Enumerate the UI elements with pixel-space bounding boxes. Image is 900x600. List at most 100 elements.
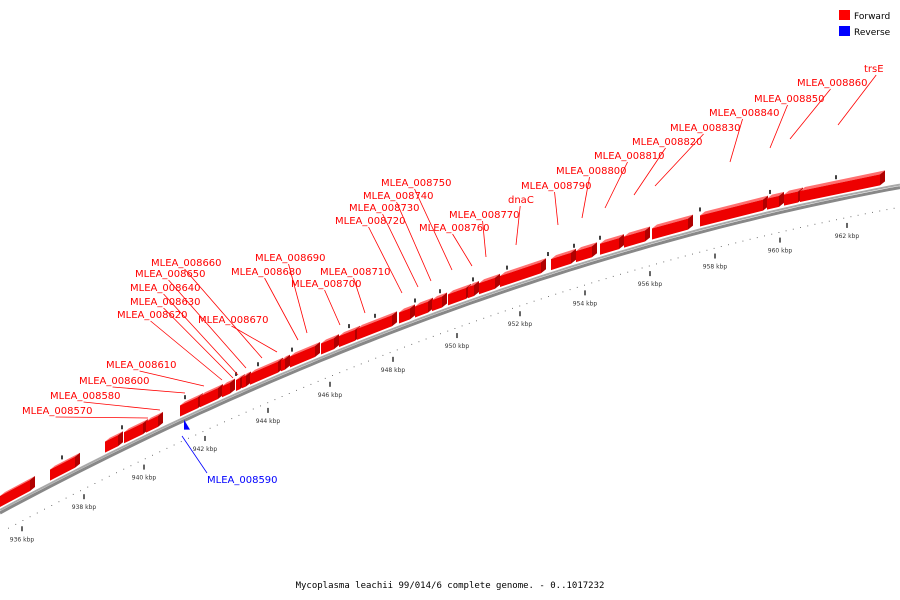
minor-scale-dot xyxy=(188,437,189,439)
gene-leader-line xyxy=(184,268,263,359)
feature-block[interactable] xyxy=(357,311,397,340)
gene-label[interactable]: MLEA_008740 xyxy=(363,191,434,202)
gene-leader-line xyxy=(633,147,666,196)
gene-label[interactable]: MLEA_008700 xyxy=(291,279,362,290)
gene-label[interactable]: MLEA_008600 xyxy=(79,376,150,387)
feature-block[interactable] xyxy=(432,292,447,312)
minor-scale-dot xyxy=(382,354,384,356)
gene-label[interactable]: MLEA_008830 xyxy=(670,123,741,134)
block-top xyxy=(479,273,500,284)
feature-block[interactable] xyxy=(146,411,163,433)
gene-label[interactable]: MLEA_008610 xyxy=(106,360,177,371)
gene-label[interactable]: MLEA_008580 xyxy=(50,391,121,402)
minor-scale-dot xyxy=(144,458,146,460)
feature-block[interactable] xyxy=(290,341,320,368)
gene-label[interactable]: MLEA_008840 xyxy=(709,108,780,119)
feature-block[interactable] xyxy=(600,234,624,255)
gene-label[interactable]: MLEA_008640 xyxy=(130,283,201,294)
feature-block[interactable] xyxy=(800,170,885,203)
feature-block[interactable] xyxy=(700,195,768,227)
feature-block[interactable] xyxy=(468,281,479,299)
gene-label[interactable]: MLEA_008730 xyxy=(349,203,420,214)
gene-label[interactable]: MLEA_008750 xyxy=(381,178,452,189)
block-top xyxy=(399,304,415,313)
block-face xyxy=(236,378,240,391)
feature-block[interactable] xyxy=(200,384,223,408)
reverse-feature-arrow[interactable] xyxy=(184,419,190,430)
gene-label[interactable]: MLEA_008770 xyxy=(449,210,520,221)
feature-block[interactable] xyxy=(624,226,650,248)
feature-block[interactable] xyxy=(50,452,80,481)
genome-backbone xyxy=(0,183,900,515)
gene-label[interactable]: trsE xyxy=(864,64,884,75)
minor-scale-dot xyxy=(51,505,53,506)
block-face xyxy=(551,252,571,271)
gene-label[interactable]: MLEA_008760 xyxy=(419,223,490,234)
gene-label[interactable]: MLEA_008630 xyxy=(130,297,201,308)
gene-label[interactable]: MLEA_008820 xyxy=(632,137,703,148)
minor-scale-dot xyxy=(15,523,17,525)
feature-block[interactable] xyxy=(321,334,339,355)
gene-label[interactable]: MLEA_008710 xyxy=(320,267,391,278)
gene-label[interactable]: MLEA_008690 xyxy=(255,253,326,264)
feature-block[interactable] xyxy=(551,248,576,271)
gene-leader-line xyxy=(368,226,403,294)
gene-label[interactable]: MLEA_008670 xyxy=(198,315,269,326)
minor-scale-dot xyxy=(627,271,629,273)
minor-scale-dot xyxy=(598,280,600,282)
feature-block[interactable] xyxy=(242,371,251,389)
feature-block[interactable] xyxy=(500,258,546,287)
gene-label[interactable]: MLEA_008620 xyxy=(117,310,188,321)
gene-label[interactable]: MLEA_008660 xyxy=(151,258,222,269)
feature-block[interactable] xyxy=(576,242,597,263)
feature-block[interactable] xyxy=(105,431,123,453)
gene-label[interactable]: MLEA_008590 xyxy=(207,475,278,486)
gene-label[interactable]: MLEA_008790 xyxy=(521,181,592,192)
feature-block[interactable] xyxy=(281,354,290,372)
feature-block[interactable] xyxy=(399,304,415,324)
block-side xyxy=(763,195,768,211)
minor-scale-dot xyxy=(461,325,463,327)
gene-leader-line xyxy=(324,289,341,326)
gene-label[interactable]: MLEA_008720 xyxy=(335,216,406,227)
block-top xyxy=(146,411,163,422)
minor-scale-dot xyxy=(238,414,240,416)
minor-scale-dot xyxy=(850,216,852,218)
gene-leader-line xyxy=(482,220,487,258)
gene-leader-line xyxy=(181,435,208,474)
feature-block[interactable] xyxy=(767,191,784,210)
minor-scale-dot xyxy=(497,312,499,314)
minor-scale-dot xyxy=(375,357,377,359)
gene-label[interactable]: MLEA_008860 xyxy=(797,78,868,89)
minor-scale-dot xyxy=(339,372,341,374)
gene-leader-line xyxy=(554,191,559,226)
legend-swatch-forward xyxy=(839,10,850,20)
gene-label[interactable]: MLEA_008810 xyxy=(594,151,665,162)
feature-block[interactable] xyxy=(250,357,283,385)
block-face xyxy=(415,301,428,318)
minor-scale-dot xyxy=(828,220,830,222)
minor-scale-dot xyxy=(692,253,693,255)
minor-scale-dot xyxy=(29,516,31,518)
feature-block[interactable] xyxy=(222,378,235,398)
gene-leader-line xyxy=(264,277,299,341)
minor-scale-dot xyxy=(569,289,571,291)
minor-scale-dot xyxy=(418,341,420,343)
minor-scale-dot xyxy=(677,257,679,259)
gene-label[interactable]: dnaC xyxy=(508,195,534,206)
gene-label[interactable]: MLEA_008680 xyxy=(231,267,302,278)
feature-block[interactable] xyxy=(652,214,693,240)
feature-block[interactable] xyxy=(415,297,433,318)
legend: Forward Reverse xyxy=(839,10,891,38)
block-top xyxy=(415,297,433,307)
feature-block[interactable] xyxy=(0,476,35,507)
minor-scale-dot xyxy=(274,399,276,401)
minor-scale-dot xyxy=(771,233,773,235)
minor-scale-dot xyxy=(821,222,823,224)
gene-label[interactable]: MLEA_008850 xyxy=(754,94,825,105)
gene-label[interactable]: MLEA_008800 xyxy=(556,166,627,177)
gene-label[interactable]: MLEA_008570 xyxy=(22,406,93,417)
feature-block[interactable] xyxy=(479,273,500,295)
gene-label[interactable]: MLEA_008650 xyxy=(135,269,206,280)
